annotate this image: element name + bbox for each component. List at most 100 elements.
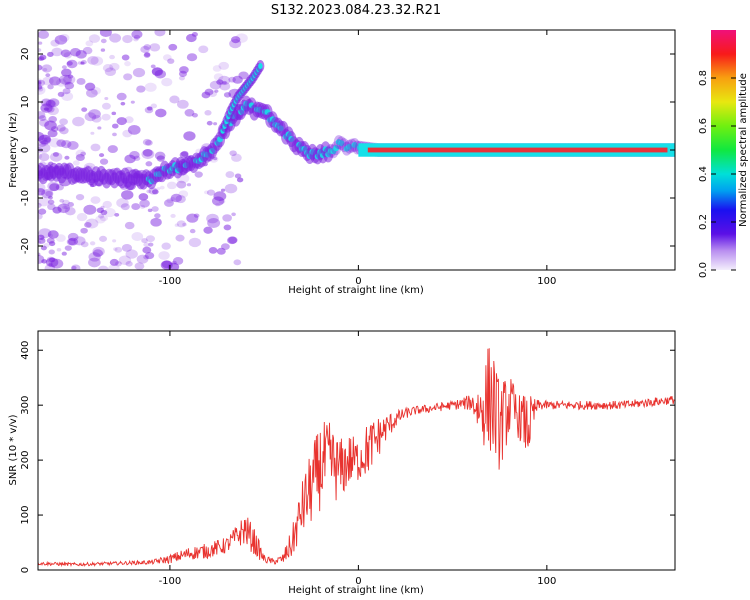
spectrogram-speckle	[75, 149, 86, 158]
spectrogram-speckle	[112, 239, 117, 243]
spectrogram-speckle	[150, 64, 156, 69]
spectrogram-speckle	[176, 99, 189, 109]
y-tick-label: 0	[20, 567, 31, 573]
spectrogram-speckle	[38, 30, 49, 39]
spectrogram-speckle	[116, 92, 127, 101]
spectrogram-y-ticks: 20 10 0 -10 -20	[20, 48, 675, 254]
spectrogram-speckle	[139, 204, 146, 209]
spectrogram-speckle	[47, 106, 59, 116]
spectrogram-speckle	[62, 205, 67, 210]
spectrogram-speckle	[155, 108, 167, 118]
y-tick-label: -20	[20, 238, 31, 254]
spectrogram-speckle	[125, 261, 133, 267]
spectrogram-speckle	[88, 34, 101, 43]
spectrogram-speckle	[72, 160, 80, 166]
spectrogram-speckle	[66, 61, 73, 66]
spectrogram-speckle	[47, 203, 56, 211]
spectrogram-speckle	[111, 111, 117, 116]
spectrogram-speckle	[232, 75, 243, 84]
spectrogram-speckle	[220, 188, 226, 192]
snr-x-ticks: -100 0 100	[159, 331, 556, 587]
spectrogram-speckle	[63, 52, 72, 59]
spectrogram-speckle	[167, 58, 175, 64]
spectrogram-speckle	[136, 254, 149, 264]
spectrogram-speckle	[144, 106, 154, 114]
spectrogram-speckle	[231, 36, 241, 44]
spectrogram-speckle	[178, 190, 189, 198]
spectrogram-speckle	[38, 153, 50, 162]
spectrogram-speckle	[148, 242, 154, 247]
spectrogram-speckle	[104, 96, 109, 101]
spectrogram-speckle	[204, 190, 209, 195]
spectrogram-speckle	[61, 91, 74, 101]
spectrogram-speckle	[193, 213, 200, 218]
spectrogram-speckle	[122, 34, 133, 44]
spectrogram-speckle	[143, 44, 152, 51]
spectrogram-speckle	[224, 183, 238, 194]
spectrogram-speckle	[83, 204, 97, 215]
spectrogram-speckle	[75, 50, 87, 59]
spectrogram-speckle	[43, 243, 50, 248]
spectrogram-speckle	[175, 234, 185, 242]
spectrogram-speckle	[72, 116, 85, 127]
spectrogram-speckle	[116, 198, 129, 208]
spectrogram-speckle	[87, 56, 99, 65]
snr-panel: 0 100 200 300 400 -100 0 100 Height of straigh…	[8, 330, 676, 596]
colorbar-tick-label: 0.8	[698, 70, 709, 86]
spectrogram-speckle	[219, 82, 231, 91]
spectrogram-speckle	[92, 246, 105, 257]
spectrogram-speckle	[38, 140, 47, 148]
spectrogram-speckle	[198, 45, 209, 54]
spectrogram-speckle	[90, 56, 104, 66]
spectrogram-speckle	[183, 131, 196, 141]
spectrogram-speckle	[120, 101, 126, 106]
snr-x-label: Height of straight line (km)	[288, 585, 424, 596]
spectrogram-speckle	[51, 47, 63, 57]
spectrogram-speckle	[216, 79, 224, 85]
spectrogram-speckle	[71, 265, 77, 270]
chart-title: S132.2023.084.23.32.R21	[271, 3, 441, 18]
spectrogram-speckle	[60, 140, 72, 149]
spectrogram-speckle	[207, 217, 221, 228]
spectrogram-speckle	[60, 76, 71, 85]
snr-series-line	[38, 348, 675, 568]
spectrogram-speckle	[141, 238, 148, 244]
spectrogram-speckle	[214, 89, 219, 93]
spectrogram-speckle	[69, 48, 81, 57]
spectrogram-speckle	[134, 262, 145, 270]
spectrogram-speckle	[88, 109, 101, 119]
spectrogram-speckle	[77, 61, 83, 65]
spectrogram-speckle	[131, 203, 141, 210]
spectrogram-speckle	[162, 54, 172, 61]
spectrogram-speckle	[48, 138, 62, 148]
spectrogram-speckle	[47, 233, 54, 238]
spectrogram-speckle	[109, 54, 115, 60]
spectrogram-speckle	[75, 153, 85, 161]
spectrogram-speckle	[90, 196, 101, 204]
snr-frame	[37, 330, 676, 571]
colorbar: 0.0 0.2 0.4 0.6 0.8 Normalized spectral ampl…	[698, 30, 749, 278]
spectrogram-speckle	[38, 131, 45, 142]
spectrogram-speckle	[71, 264, 81, 270]
snr-y-ticks: 0 100 200 300 400	[20, 341, 675, 573]
spectrogram-speckle	[228, 236, 238, 244]
spectrogram-speckle	[50, 152, 63, 162]
spectrogram-speckle	[66, 238, 76, 246]
spectrogram-speckle	[38, 115, 47, 121]
spectrogram-speckle	[81, 107, 88, 112]
spectrogram-speckle	[47, 230, 59, 239]
spectrogram-speckle	[132, 67, 146, 78]
spectrogram-speckle	[107, 145, 118, 154]
spectrogram-speckle	[124, 154, 136, 164]
spectrogram-speckle	[66, 59, 78, 69]
spectrogram-speckle	[45, 257, 59, 268]
spectrogram-speckle	[108, 264, 120, 270]
spectrogram-speckle	[38, 87, 44, 92]
spectrogram-speckle	[40, 245, 47, 251]
spectrogram-speckle	[147, 208, 153, 213]
spectrogram-speckle	[166, 197, 174, 204]
spectrogram-speckle	[62, 199, 70, 206]
spectrogram-speckle	[38, 81, 42, 86]
spectrogram-speckle	[98, 213, 105, 219]
